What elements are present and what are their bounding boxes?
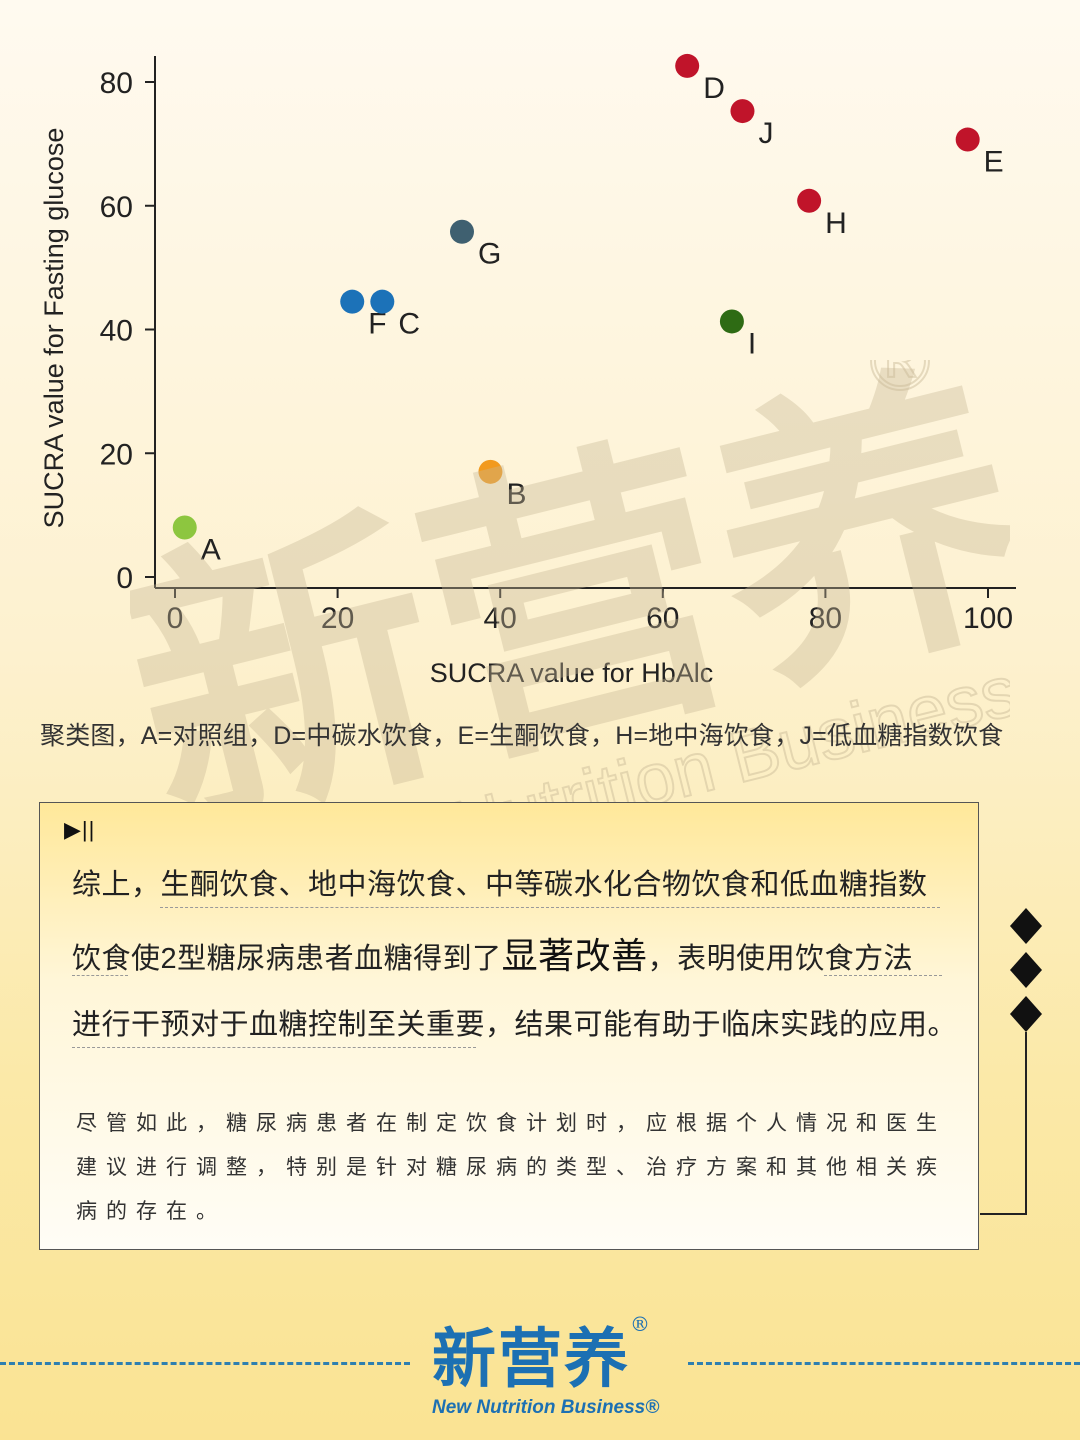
x-tick-label: 40 <box>484 602 517 635</box>
y-tick-label: 40 <box>100 315 133 348</box>
x-tick-label: 80 <box>809 602 842 635</box>
x-tick-label: 20 <box>321 602 354 635</box>
scatter-point-h <box>797 188 822 213</box>
summary-line-3: 进行干预对于血糖控制至关重要，结果可能有助于临床实践的应用。 <box>72 1001 957 1043</box>
logo-registered-mark: ® <box>630 1312 652 1336</box>
y-axis-label: SUCRA value for Fasting glucose <box>39 128 69 529</box>
scatter-point-d <box>675 53 700 78</box>
diamond-decoration <box>980 908 1042 1215</box>
summary-line-1: 综上，生酮饮食、地中海饮食、中等碳水化合物饮食和低血糖指数 <box>72 861 928 903</box>
logo-english: New Nutrition Business® <box>432 1397 660 1418</box>
line1-underline <box>160 907 940 908</box>
y-tick-label: 60 <box>100 191 133 224</box>
summary-line-1-text: 综上，生酮饮食、地中海饮食、中等碳水化合物饮食和低血糖指数 <box>72 869 928 901</box>
scatter-point-c <box>370 289 395 314</box>
point-label-a: A <box>201 534 221 567</box>
summary-line-2b: ，表明使用饮食方法 <box>647 943 914 975</box>
line2-underline-right <box>824 975 942 976</box>
diamond-icon <box>1010 908 1042 944</box>
connector-line <box>980 1032 1027 1215</box>
scatter-point-b <box>478 459 503 484</box>
scatter-point-j <box>730 99 755 124</box>
figure-caption: 聚类图，A=对照组，D=中碳水饮食，E=生酮饮食，H=地中海饮食，J=低血糖指数… <box>40 722 1004 750</box>
point-label-e: E <box>984 146 1004 179</box>
point-label-h: H <box>825 207 847 240</box>
point-label-c: C <box>398 308 420 341</box>
summary-line-2a: 饮食使2型糖尿病患者血糖得到了 <box>72 943 502 975</box>
footer-dash-left <box>0 1362 410 1365</box>
note-text: 尽管如此，糖尿病患者在制定饮食计划时，应根据个人情况和医生建议进行调整，特别是针… <box>76 1111 946 1223</box>
point-label-i: I <box>748 327 756 360</box>
point-label-g: G <box>478 238 501 271</box>
point-label-j: J <box>758 117 773 150</box>
play-pause-icon: ▶|| <box>64 817 96 842</box>
summary-line-3-text: 进行干预对于血糖控制至关重要，结果可能有助于临床实践的应用。 <box>72 1009 958 1041</box>
scatter-point-a <box>172 515 197 540</box>
x-axis-label: SUCRA value for HbAlc <box>430 658 714 688</box>
x-tick-label: 0 <box>167 602 184 635</box>
y-tick-label: 80 <box>100 67 133 100</box>
summary-card: ▶|| 综上，生酮饮食、地中海饮食、中等碳水化合物饮食和低血糖指数 饮食使2型糖… <box>39 802 979 1250</box>
scatter-point-g <box>449 219 474 244</box>
y-tick-label: 0 <box>116 562 133 595</box>
diamond-icon <box>1010 996 1042 1032</box>
point-label-f: F <box>368 308 386 341</box>
point-label-d: D <box>703 72 725 105</box>
point-label-b: B <box>506 478 526 511</box>
line3-underline <box>72 1047 476 1048</box>
logo-cn: 新营养 <box>432 1322 630 1397</box>
scatter-point-i <box>719 309 744 334</box>
scatter-chart: 0 20 40 60 80 0 20 40 60 80 100 SUCRA value for HbA… <box>39 53 1016 688</box>
y-tick-label: 20 <box>100 438 133 471</box>
diamond-icon <box>1010 952 1042 988</box>
line2-underline-left <box>72 975 128 976</box>
scatter-point-f <box>340 289 365 314</box>
scatter-point-e <box>955 127 980 152</box>
summary-line-2: 饮食使2型糖尿病患者血糖得到了显著改善，表明使用饮食方法 <box>72 927 913 979</box>
footer-dash-right <box>688 1362 1080 1365</box>
brand-logo: 新营养® <box>432 1308 652 1400</box>
x-tick-label: 60 <box>646 602 679 635</box>
x-tick-label: 100 <box>963 602 1013 635</box>
emphasis-text: 显著改善 <box>501 935 648 976</box>
